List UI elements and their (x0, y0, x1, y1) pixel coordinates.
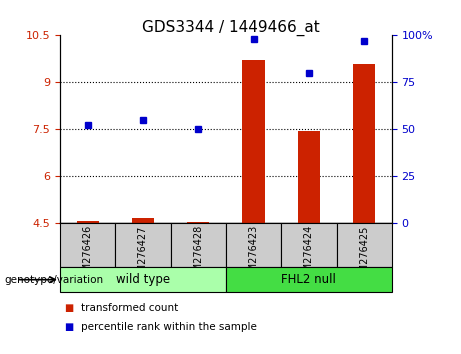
Bar (337, 223, 392, 267)
Bar (132, 218, 154, 223)
Bar (60, 267, 226, 292)
Text: GSM276427: GSM276427 (138, 225, 148, 285)
Bar (298, 131, 320, 223)
Bar (242, 61, 265, 223)
Bar (77, 222, 99, 223)
Bar (281, 223, 337, 267)
Text: FHL2 null: FHL2 null (281, 273, 337, 286)
Bar (226, 223, 281, 267)
Text: GSM276424: GSM276424 (304, 225, 314, 285)
Text: ■: ■ (65, 303, 74, 313)
Bar (115, 223, 171, 267)
Text: GSM276428: GSM276428 (193, 225, 203, 285)
Text: percentile rank within the sample: percentile rank within the sample (81, 322, 257, 332)
Text: wild type: wild type (116, 273, 170, 286)
Text: genotype/variation: genotype/variation (5, 275, 104, 285)
Bar (353, 64, 375, 223)
Text: GSM276426: GSM276426 (83, 225, 93, 285)
Bar (226, 267, 392, 292)
Text: GSM276423: GSM276423 (248, 225, 259, 285)
Text: GSM276425: GSM276425 (359, 225, 369, 285)
Bar (187, 222, 209, 223)
Bar (171, 223, 226, 267)
Bar (60, 223, 115, 267)
Text: ■: ■ (65, 322, 74, 332)
Text: transformed count: transformed count (81, 303, 178, 313)
Text: GDS3344 / 1449466_at: GDS3344 / 1449466_at (142, 19, 319, 36)
